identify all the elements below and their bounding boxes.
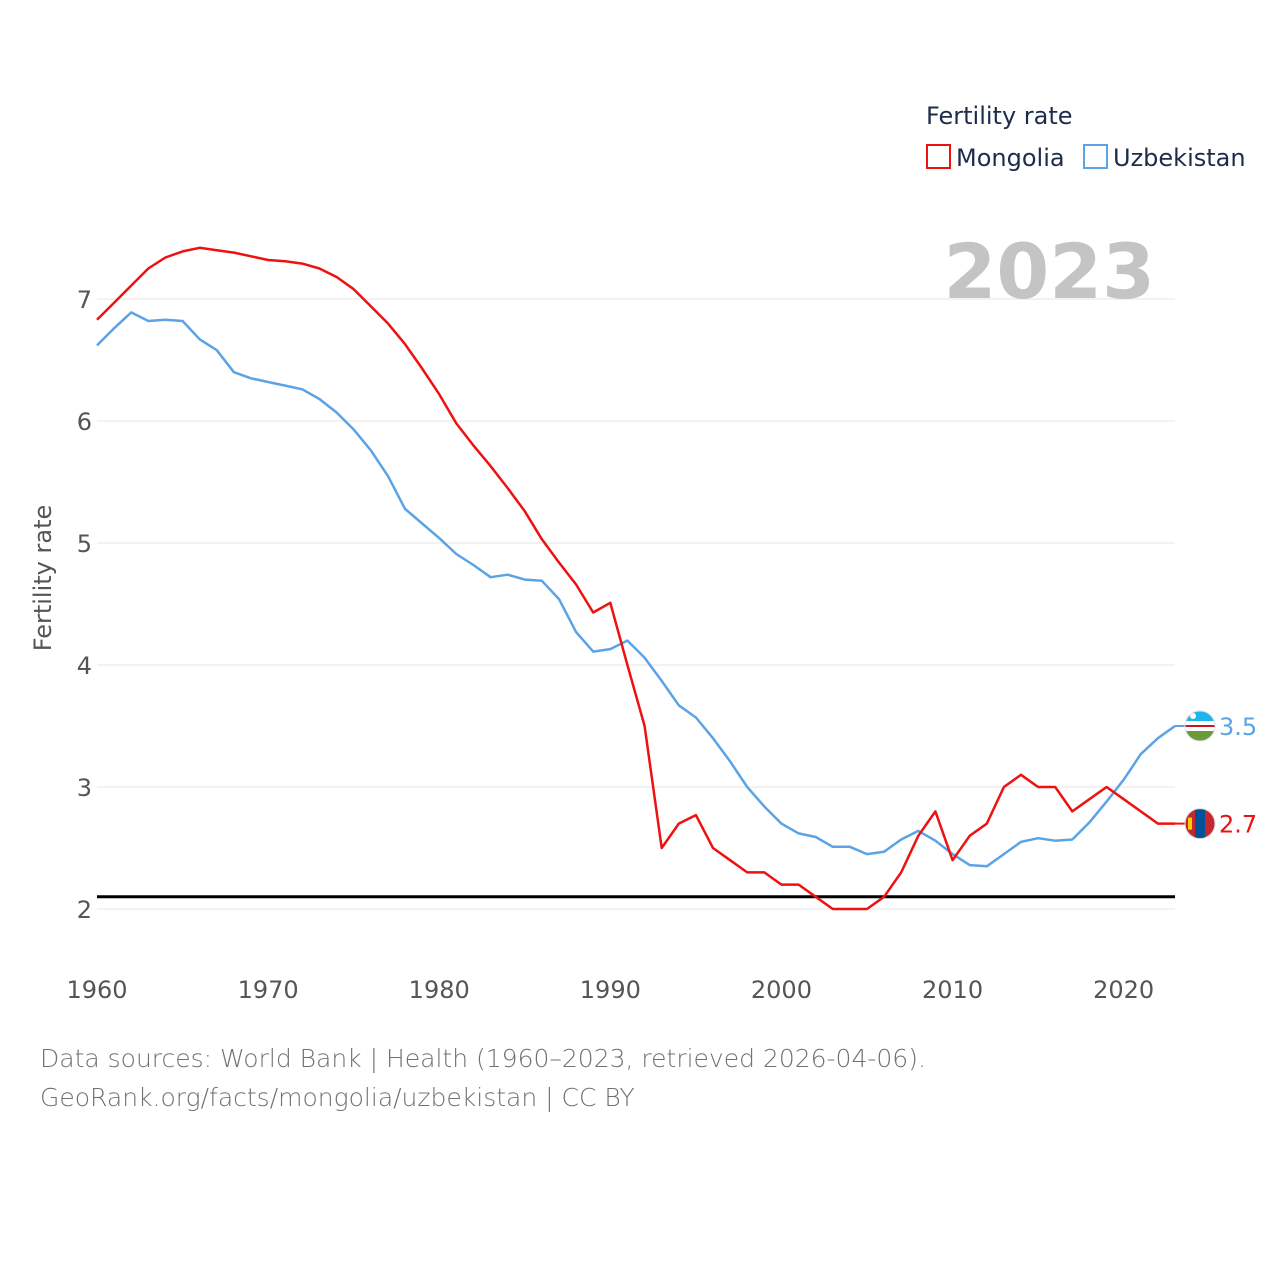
x-tick-label: 1990 bbox=[580, 976, 641, 1004]
series-line-uzbekistan bbox=[96, 311, 1176, 868]
series-end-markers: 2.7 3.5 bbox=[1175, 710, 1257, 840]
end-value-label-mongolia: 2.7 bbox=[1219, 811, 1257, 839]
y-tick-label: 7 bbox=[77, 286, 92, 314]
x-tick-label: 1970 bbox=[238, 976, 299, 1004]
end-value-label-uzbekistan: 3.5 bbox=[1219, 713, 1257, 741]
legend-label-mongolia[interactable]: Mongolia bbox=[956, 144, 1065, 172]
uzbekistan-flag-icon bbox=[1185, 711, 1215, 741]
flag-outline bbox=[1184, 808, 1216, 840]
flag-band-blue bbox=[1195, 808, 1205, 839]
flag-stripe-red bbox=[1185, 725, 1215, 727]
x-tick-label: 2010 bbox=[922, 976, 983, 1004]
x-tick-label: 2000 bbox=[751, 976, 812, 1004]
series-line-mongolia bbox=[96, 246, 1175, 911]
series-lines bbox=[96, 246, 1176, 911]
flag-crescent bbox=[1190, 713, 1196, 719]
year-label: 2023 bbox=[943, 227, 1155, 316]
flag-band-green bbox=[1185, 731, 1215, 741]
legend: Fertility rate Mongolia Uzbekistan bbox=[926, 102, 1246, 172]
y-tick-label: 2 bbox=[77, 896, 92, 924]
flag-band-blue bbox=[1185, 711, 1215, 721]
y-axis-label: Fertility rate bbox=[29, 505, 57, 652]
data-sources-note: Data sources: World Bank | Health (1960–… bbox=[40, 1044, 926, 1073]
fertility-rate-chart: 2 3 4 5 6 7 1960 1970 1980 1990 2000 2010 2020 Fert… bbox=[29, 102, 1257, 1004]
legend-title: Fertility rate bbox=[926, 102, 1073, 130]
flag-soyombo bbox=[1188, 817, 1192, 830]
flag-outline bbox=[1184, 710, 1216, 742]
y-tick-label: 3 bbox=[77, 774, 92, 802]
x-axis-ticks: 1960 1970 1980 1990 2000 2010 2020 bbox=[66, 976, 1154, 1004]
x-tick-label: 2020 bbox=[1093, 976, 1154, 1004]
y-tick-label: 5 bbox=[77, 530, 92, 558]
flag-band-red-right bbox=[1205, 808, 1215, 839]
y-tick-label: 6 bbox=[77, 408, 92, 436]
x-tick-label: 1980 bbox=[409, 976, 470, 1004]
y-axis-ticks: 2 3 4 5 6 7 bbox=[77, 286, 92, 924]
gridlines bbox=[97, 298, 1175, 910]
legend-swatch-mongolia[interactable] bbox=[926, 144, 951, 169]
legend-swatch-uzbekistan[interactable] bbox=[1083, 144, 1108, 169]
legend-label-uzbekistan[interactable]: Uzbekistan bbox=[1113, 144, 1246, 172]
mongolia-flag-icon bbox=[1185, 808, 1215, 839]
y-tick-label: 4 bbox=[77, 652, 92, 680]
x-tick-label: 1960 bbox=[66, 976, 127, 1004]
license-link[interactable]: GeoRank.org/facts/mongolia/uzbekistan | … bbox=[40, 1083, 635, 1112]
